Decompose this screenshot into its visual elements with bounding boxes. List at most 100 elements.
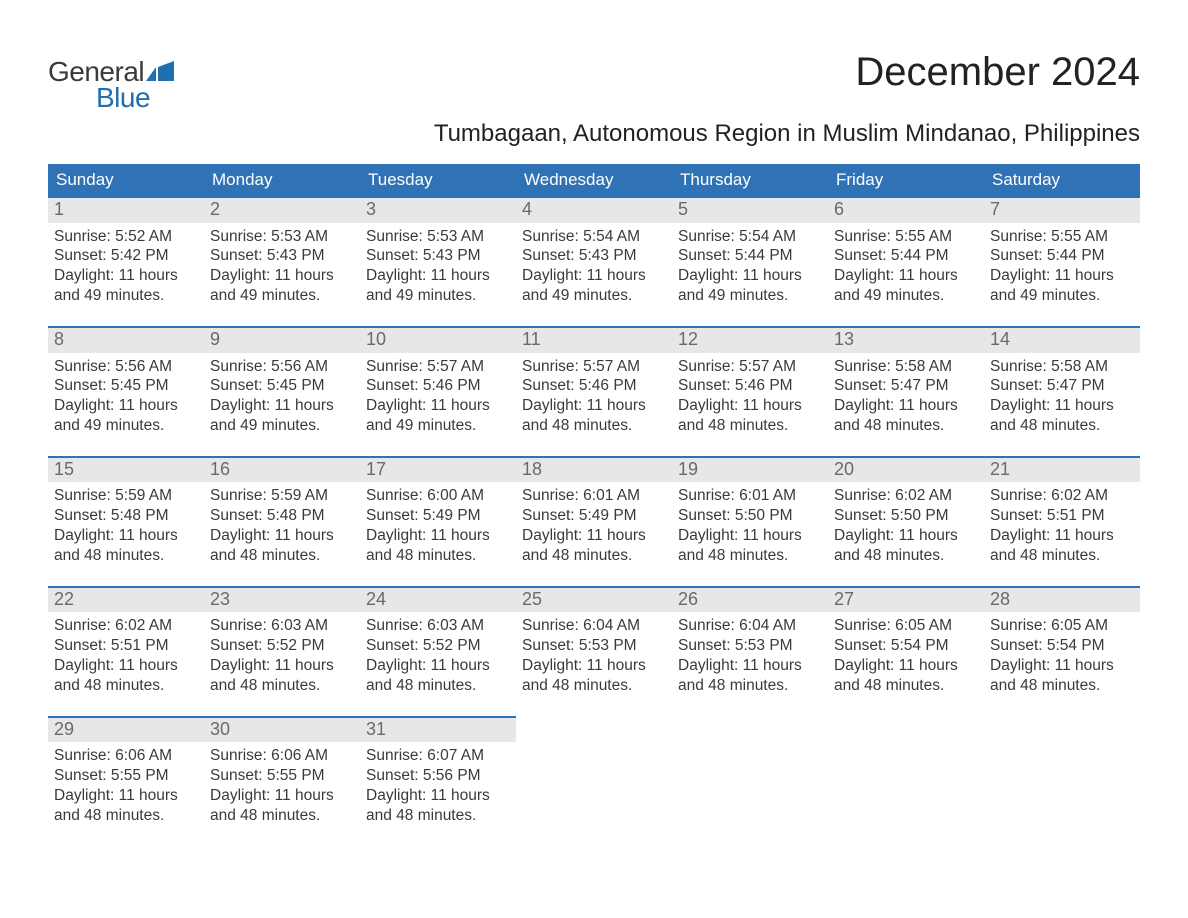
day-sunset: Sunset: 5:44 PM [834,246,978,266]
day-dl2: and 49 minutes. [210,286,354,306]
day-sunrise: Sunrise: 5:59 AM [210,486,354,506]
day-header: Sunday [48,164,204,196]
day-dl2: and 48 minutes. [522,546,666,566]
day-number: 21 [984,458,1140,483]
day-dl2: and 48 minutes. [210,806,354,826]
day-sunset: Sunset: 5:54 PM [990,636,1134,656]
day-dl2: and 49 minutes. [678,286,822,306]
calendar-cell: 3Sunrise: 5:53 AMSunset: 5:43 PMDaylight… [360,196,516,306]
day-sunrise: Sunrise: 6:02 AM [834,486,978,506]
calendar-cell: 24Sunrise: 6:03 AMSunset: 5:52 PMDayligh… [360,586,516,696]
day-sunrise: Sunrise: 5:53 AM [366,227,510,247]
calendar-cell: 13Sunrise: 5:58 AMSunset: 5:47 PMDayligh… [828,326,984,436]
day-sunset: Sunset: 5:43 PM [210,246,354,266]
day-body: Sunrise: 6:06 AMSunset: 5:55 PMDaylight:… [204,742,360,825]
day-dl1: Daylight: 11 hours [522,656,666,676]
day-dl1: Daylight: 11 hours [678,266,822,286]
day-dl2: and 48 minutes. [366,676,510,696]
day-dl2: and 48 minutes. [990,676,1134,696]
day-body: Sunrise: 6:03 AMSunset: 5:52 PMDaylight:… [204,612,360,695]
day-sunset: Sunset: 5:43 PM [522,246,666,266]
day-dl2: and 48 minutes. [522,416,666,436]
day-body: Sunrise: 5:53 AMSunset: 5:43 PMDaylight:… [204,223,360,306]
day-header: Monday [204,164,360,196]
day-body: Sunrise: 5:54 AMSunset: 5:44 PMDaylight:… [672,223,828,306]
day-sunrise: Sunrise: 6:03 AM [366,616,510,636]
day-number: 2 [204,198,360,223]
day-number: 27 [828,588,984,613]
day-dl2: and 48 minutes. [834,416,978,436]
day-body: Sunrise: 6:02 AMSunset: 5:51 PMDaylight:… [984,482,1140,565]
day-sunset: Sunset: 5:50 PM [834,506,978,526]
day-number: 1 [48,198,204,223]
calendar-cell: 5Sunrise: 5:54 AMSunset: 5:44 PMDaylight… [672,196,828,306]
day-sunrise: Sunrise: 5:55 AM [990,227,1134,247]
day-sunset: Sunset: 5:47 PM [990,376,1134,396]
calendar-cell: 1Sunrise: 5:52 AMSunset: 5:42 PMDaylight… [48,196,204,306]
calendar-cell: 12Sunrise: 5:57 AMSunset: 5:46 PMDayligh… [672,326,828,436]
day-header: Friday [828,164,984,196]
day-dl1: Daylight: 11 hours [210,266,354,286]
calendar-cell: 31Sunrise: 6:07 AMSunset: 5:56 PMDayligh… [360,716,516,826]
day-sunset: Sunset: 5:55 PM [54,766,198,786]
calendar-cell: 23Sunrise: 6:03 AMSunset: 5:52 PMDayligh… [204,586,360,696]
day-body: Sunrise: 6:01 AMSunset: 5:50 PMDaylight:… [672,482,828,565]
calendar-cell: 27Sunrise: 6:05 AMSunset: 5:54 PMDayligh… [828,586,984,696]
day-number: 10 [360,328,516,353]
day-dl2: and 49 minutes. [990,286,1134,306]
day-sunrise: Sunrise: 5:57 AM [366,357,510,377]
day-sunset: Sunset: 5:54 PM [834,636,978,656]
calendar-cell: 26Sunrise: 6:04 AMSunset: 5:53 PMDayligh… [672,586,828,696]
day-body: Sunrise: 5:55 AMSunset: 5:44 PMDaylight:… [828,223,984,306]
logo-flag-icon [146,61,174,81]
day-body: Sunrise: 6:06 AMSunset: 5:55 PMDaylight:… [48,742,204,825]
day-body: Sunrise: 5:57 AMSunset: 5:46 PMDaylight:… [360,353,516,436]
day-body: Sunrise: 6:00 AMSunset: 5:49 PMDaylight:… [360,482,516,565]
calendar-cell: 8Sunrise: 5:56 AMSunset: 5:45 PMDaylight… [48,326,204,436]
day-header: Tuesday [360,164,516,196]
day-sunset: Sunset: 5:56 PM [366,766,510,786]
day-number: 20 [828,458,984,483]
day-sunset: Sunset: 5:49 PM [366,506,510,526]
day-dl2: and 49 minutes. [210,416,354,436]
day-sunset: Sunset: 5:51 PM [990,506,1134,526]
day-sunrise: Sunrise: 6:04 AM [678,616,822,636]
calendar-cell: 14Sunrise: 5:58 AMSunset: 5:47 PMDayligh… [984,326,1140,436]
day-sunset: Sunset: 5:53 PM [522,636,666,656]
day-number: 11 [516,328,672,353]
day-dl2: and 48 minutes. [678,546,822,566]
calendar-cell: 19Sunrise: 6:01 AMSunset: 5:50 PMDayligh… [672,456,828,566]
day-dl2: and 48 minutes. [54,806,198,826]
calendar-cell: 6Sunrise: 5:55 AMSunset: 5:44 PMDaylight… [828,196,984,306]
week-row: 1Sunrise: 5:52 AMSunset: 5:42 PMDaylight… [48,196,1140,306]
day-body: Sunrise: 6:02 AMSunset: 5:51 PMDaylight:… [48,612,204,695]
calendar-cell: 20Sunrise: 6:02 AMSunset: 5:50 PMDayligh… [828,456,984,566]
day-sunrise: Sunrise: 6:05 AM [834,616,978,636]
day-dl1: Daylight: 11 hours [522,266,666,286]
day-sunrise: Sunrise: 6:00 AM [366,486,510,506]
day-sunrise: Sunrise: 6:04 AM [522,616,666,636]
day-sunrise: Sunrise: 5:53 AM [210,227,354,247]
day-sunset: Sunset: 5:50 PM [678,506,822,526]
day-dl1: Daylight: 11 hours [210,526,354,546]
day-dl1: Daylight: 11 hours [366,526,510,546]
day-body: Sunrise: 5:58 AMSunset: 5:47 PMDaylight:… [828,353,984,436]
day-body: Sunrise: 5:55 AMSunset: 5:44 PMDaylight:… [984,223,1140,306]
day-body: Sunrise: 6:05 AMSunset: 5:54 PMDaylight:… [984,612,1140,695]
day-number: 31 [360,718,516,743]
calendar-cell: 22Sunrise: 6:02 AMSunset: 5:51 PMDayligh… [48,586,204,696]
calendar-cell: 28Sunrise: 6:05 AMSunset: 5:54 PMDayligh… [984,586,1140,696]
logo-word2: Blue [96,82,150,114]
day-dl1: Daylight: 11 hours [210,396,354,416]
day-number: 18 [516,458,672,483]
day-header: Wednesday [516,164,672,196]
day-body: Sunrise: 5:56 AMSunset: 5:45 PMDaylight:… [48,353,204,436]
day-number: 17 [360,458,516,483]
day-dl1: Daylight: 11 hours [54,526,198,546]
day-sunset: Sunset: 5:49 PM [522,506,666,526]
calendar-cell: 9Sunrise: 5:56 AMSunset: 5:45 PMDaylight… [204,326,360,436]
day-number: 12 [672,328,828,353]
day-number: 19 [672,458,828,483]
day-sunrise: Sunrise: 5:57 AM [522,357,666,377]
day-sunset: Sunset: 5:46 PM [678,376,822,396]
